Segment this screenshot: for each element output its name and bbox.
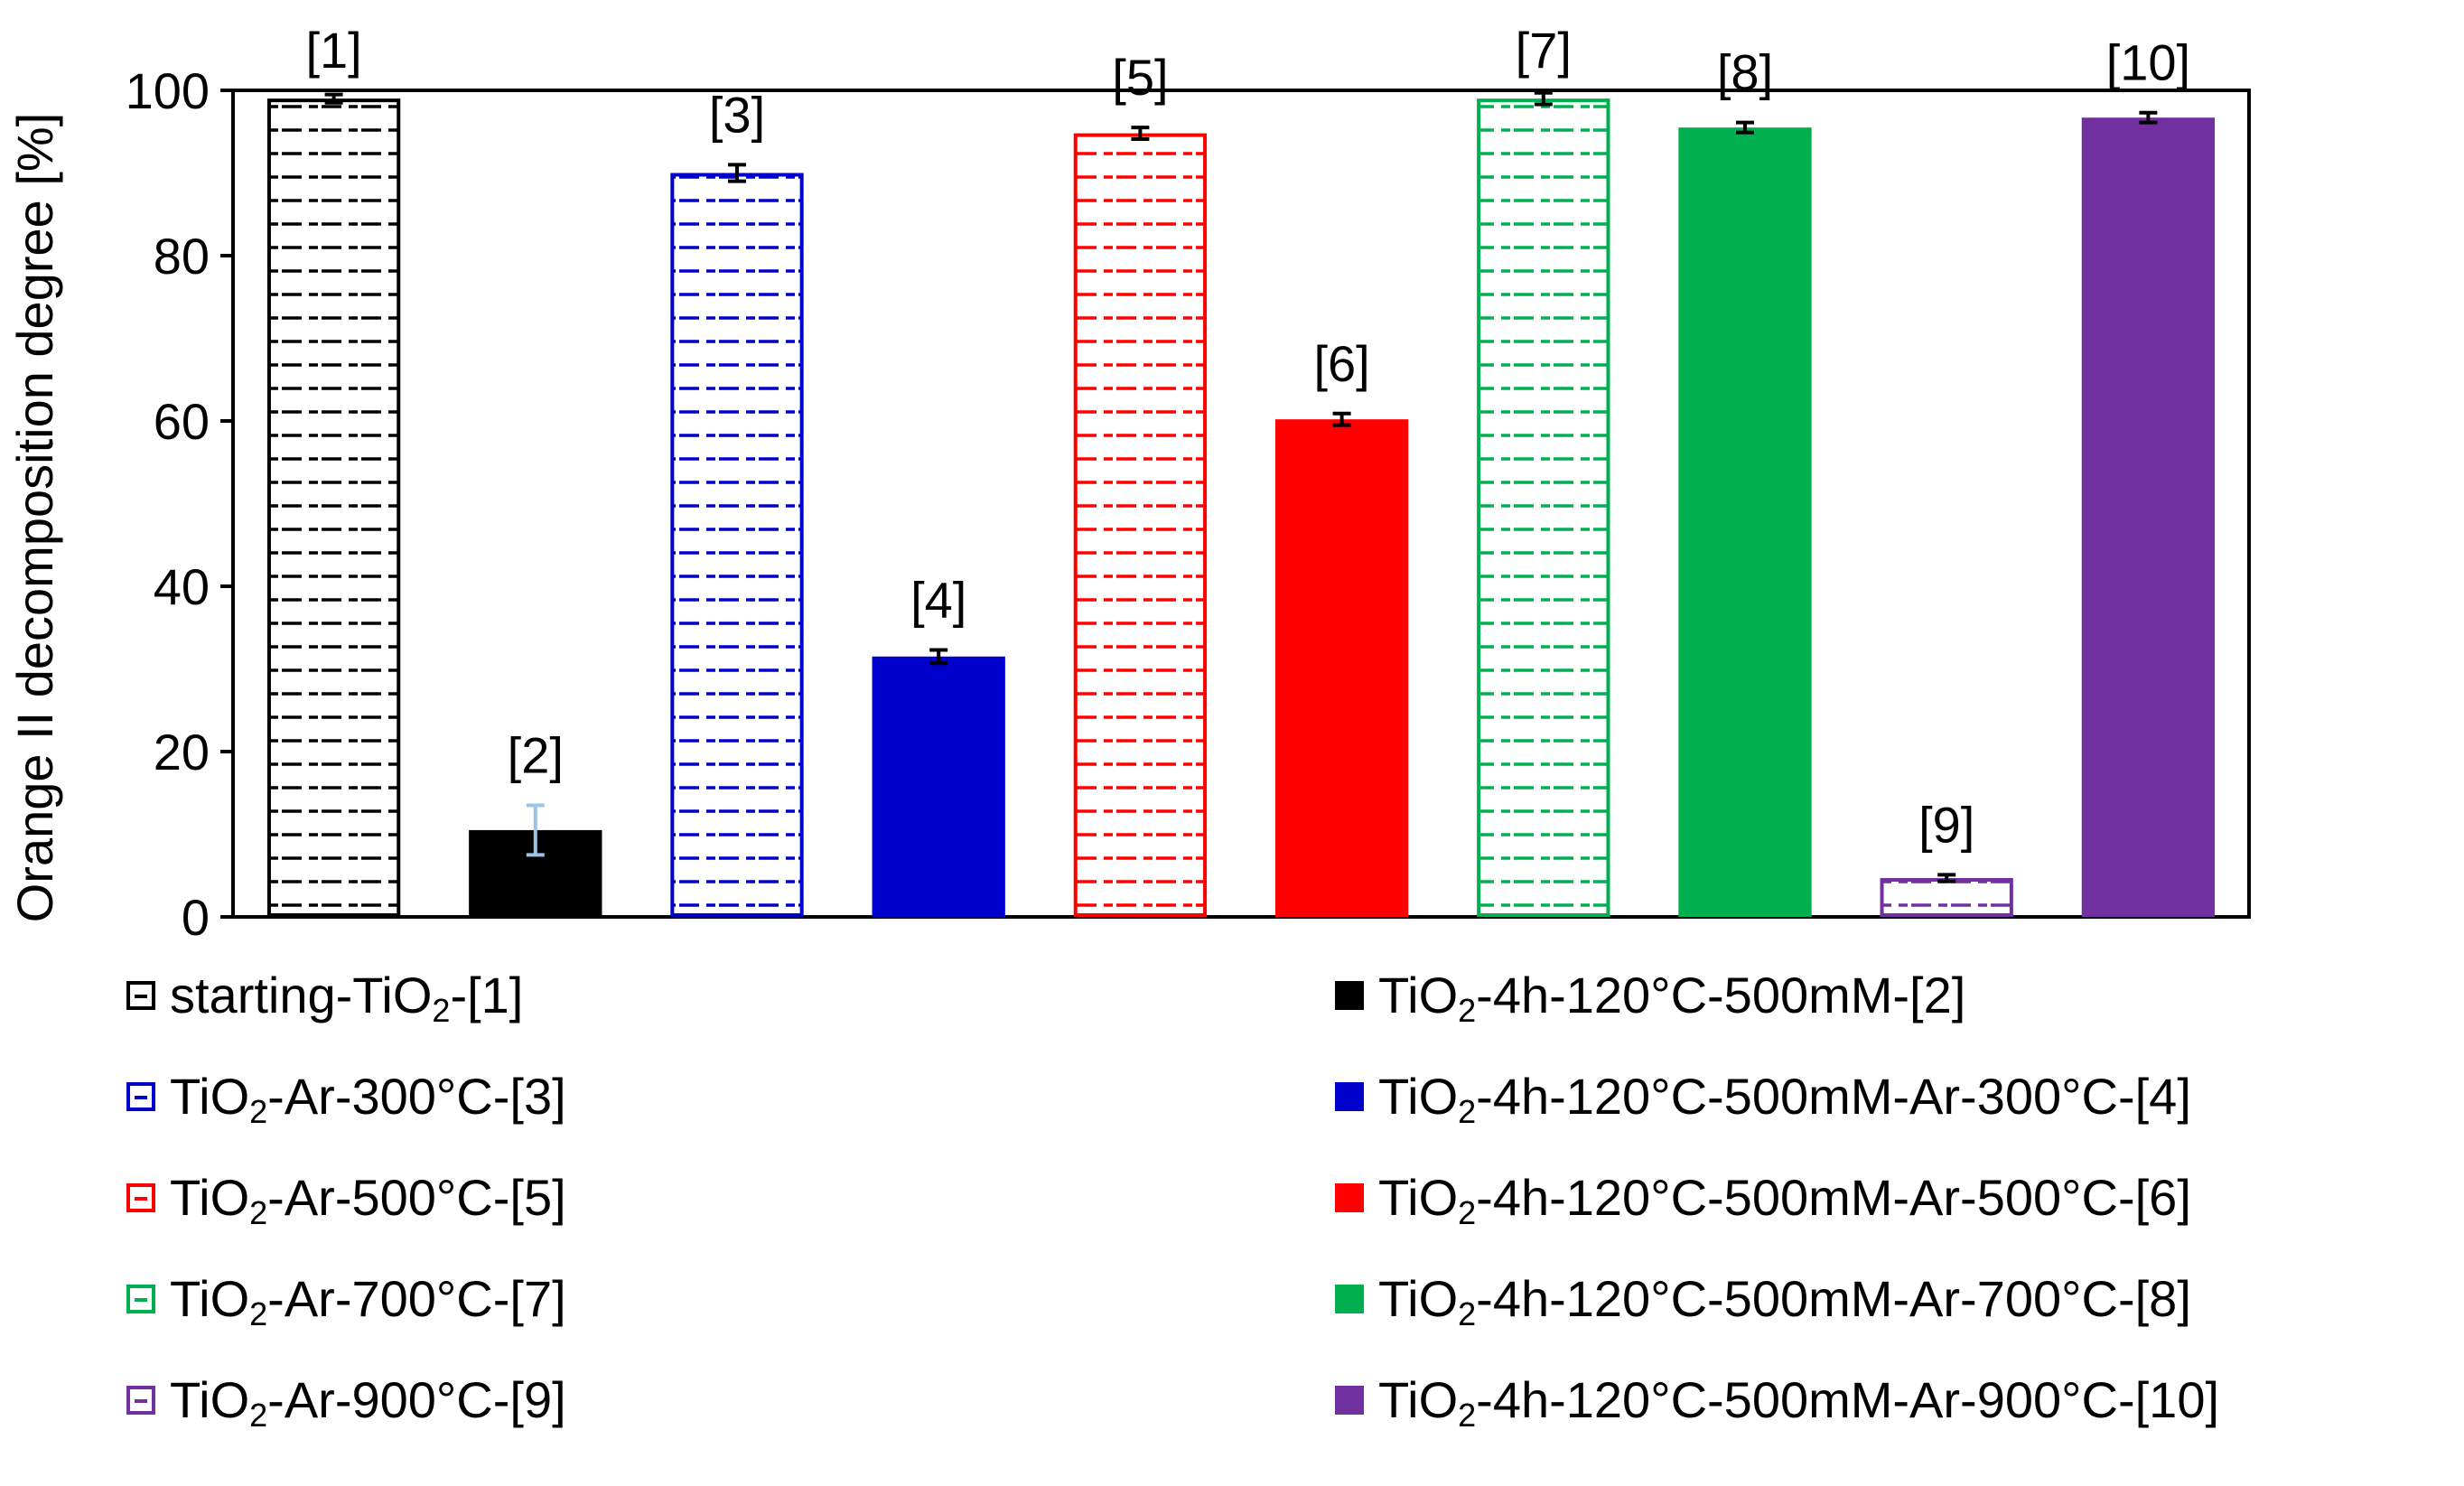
bar [1274, 419, 1409, 917]
legend-label: TiO2-Ar-300°C-[3] [170, 1059, 566, 1135]
y-tick-label: 20 [154, 724, 210, 780]
legend-swatch [126, 981, 155, 1010]
y-axis-label: Orange II decomposition degree [%] [6, 113, 63, 923]
legend-label-text: -4h-120°C-500mM-Ar-900°C-[10] [1476, 1371, 2220, 1428]
bar-data-label: [10] [2106, 34, 2190, 91]
legend-label-subscript: 2 [1458, 1093, 1477, 1130]
legend-swatch [126, 1183, 155, 1212]
bar-data-label: [5] [1112, 49, 1168, 106]
legend-label-text: -Ar-700°C-[7] [267, 1270, 566, 1327]
legend-label-text: -Ar-300°C-[3] [267, 1068, 566, 1125]
legend-item: TiO2-Ar-300°C-[3] [126, 1059, 566, 1135]
bar-data-label: [4] [910, 571, 966, 628]
legend-label-text: starting-TiO [170, 967, 433, 1023]
legend-label: starting-TiO2-[1] [170, 958, 523, 1033]
bar [266, 98, 401, 917]
legend-item: TiO2-Ar-500°C-[5] [126, 1160, 566, 1236]
legend-item: TiO2-Ar-900°C-[9] [126, 1362, 566, 1438]
bar-data-label: [1] [305, 22, 361, 79]
y-tick-label: 40 [154, 558, 210, 615]
legend-label-subscript: 2 [249, 1093, 268, 1130]
legend-swatch [1335, 981, 1364, 1010]
legend-label-text: TiO [1378, 1371, 1459, 1428]
bar-data-label: [8] [1717, 44, 1773, 101]
legend-label-subscript: 2 [1458, 992, 1477, 1029]
legend-label: TiO2-Ar-700°C-[7] [170, 1261, 566, 1337]
bar-series: [1] [2] [3] [4] [5] [6] [7] [8] [9] [10] [266, 22, 2216, 918]
legend-label-text: TiO [1378, 1068, 1459, 1125]
bar-data-label: [9] [1918, 796, 1974, 853]
legend-label: TiO2-Ar-900°C-[9] [170, 1362, 566, 1438]
y-tick-label: 60 [154, 393, 210, 450]
legend-item: starting-TiO2-[1] [126, 958, 523, 1033]
legend-label-text: TiO [170, 1068, 250, 1125]
legend-item: TiO2-4h-120°C-500mM-Ar-500°C-[6] [1335, 1160, 2191, 1236]
bar-data-label: [2] [508, 726, 564, 783]
legend-label-text: -Ar-500°C-[5] [267, 1169, 566, 1226]
legend-swatch [1335, 1183, 1364, 1212]
legend-item: TiO2-4h-120°C-500mM-Ar-700°C-[8] [1335, 1261, 2191, 1337]
bar [2081, 117, 2216, 917]
legend-label-subscript: 2 [432, 992, 451, 1029]
legend-label: TiO2-4h-120°C-500mM-Ar-500°C-[6] [1378, 1160, 2191, 1236]
legend-label-text: -4h-120°C-500mM-Ar-700°C-[8] [1476, 1270, 2191, 1327]
legend-label-text: -4h-120°C-500mM-[2] [1476, 967, 1966, 1023]
y-tick-label: 80 [154, 228, 210, 285]
bar [1880, 877, 2013, 917]
legend-label-text: TiO [170, 1270, 250, 1327]
legend: starting-TiO2-[1] TiO2-Ar-300°C-[3] TiO2-A… [0, 958, 2464, 1486]
legend-swatch [1335, 1082, 1364, 1111]
legend-label: TiO2-4h-120°C-500mM-[2] [1378, 958, 1965, 1033]
legend-label: TiO2-4h-120°C-500mM-Ar-700°C-[8] [1378, 1261, 2191, 1337]
legend-label-text: TiO [170, 1169, 250, 1226]
legend-label-subscript: 2 [1458, 1397, 1477, 1434]
legend-item: TiO2-4h-120°C-500mM-Ar-900°C-[10] [1335, 1362, 2219, 1438]
legend-label-text: TiO [1378, 967, 1459, 1023]
bar-data-label: [3] [709, 86, 765, 143]
bar [1477, 98, 1610, 917]
bar-data-label: [7] [1516, 22, 1572, 79]
y-tick-label: 100 [126, 62, 210, 119]
legend-label-subscript: 2 [1458, 1194, 1477, 1231]
legend-item: TiO2-4h-120°C-500mM-Ar-300°C-[4] [1335, 1059, 2191, 1135]
legend-swatch [1335, 1386, 1364, 1415]
y-axis-ticks: 0 20 40 60 80 100 [126, 62, 233, 946]
legend-swatch [1335, 1285, 1364, 1313]
legend-label-text: -[1] [450, 967, 524, 1023]
legend-item: TiO2-Ar-700°C-[7] [126, 1261, 566, 1337]
bar-data-label: [6] [1313, 335, 1369, 392]
legend-label-text: TiO [1378, 1169, 1459, 1226]
bar [670, 173, 804, 917]
legend-swatch [126, 1386, 155, 1415]
legend-item: TiO2-4h-120°C-500mM-[2] [1335, 958, 1965, 1033]
bar-chart: 0 20 40 60 80 100 [1] [2] [3] [4] [5] [6] [7] [8] [9]… [6, 22, 2251, 946]
legend-label: TiO2-Ar-500°C-[5] [170, 1160, 566, 1236]
legend-label: TiO2-4h-120°C-500mM-Ar-300°C-[4] [1378, 1059, 2191, 1135]
legend-label-text: TiO [1378, 1270, 1459, 1327]
legend-label-subscript: 2 [249, 1397, 268, 1434]
legend-label-subscript: 2 [249, 1194, 268, 1231]
legend-label-text: TiO [170, 1371, 250, 1428]
legend-label-subscript: 2 [1458, 1295, 1477, 1332]
y-tick-label: 0 [182, 889, 210, 946]
bar [1073, 133, 1208, 917]
plot-area-frame [231, 89, 2251, 919]
bar [872, 656, 1005, 917]
legend-label: TiO2-4h-120°C-500mM-Ar-900°C-[10] [1378, 1362, 2219, 1438]
plot-border [231, 89, 2251, 919]
legend-label-text: -4h-120°C-500mM-Ar-500°C-[6] [1476, 1169, 2191, 1226]
legend-swatch [126, 1285, 155, 1313]
legend-label-subscript: 2 [249, 1295, 268, 1332]
bar [1678, 127, 1812, 918]
legend-label-text: -Ar-900°C-[9] [267, 1371, 566, 1428]
legend-label-text: -4h-120°C-500mM-Ar-300°C-[4] [1476, 1068, 2191, 1125]
legend-swatch [126, 1082, 155, 1111]
